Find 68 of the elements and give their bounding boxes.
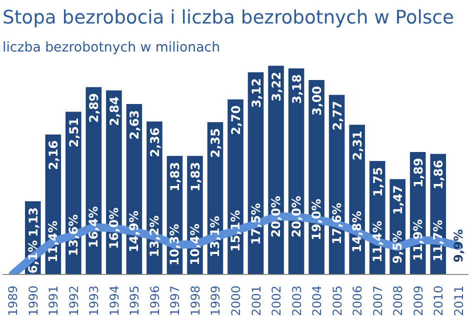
- x-tick-label: 1995: [128, 285, 142, 316]
- data-label: 17,5%: [248, 203, 263, 245]
- data-label: 14,8%: [350, 210, 364, 253]
- x-tick-label: 1994: [107, 285, 122, 316]
- data-label: 13,1%: [208, 216, 222, 258]
- x-tick-label: 1993: [87, 285, 102, 316]
- x-tick-label: 2009: [411, 285, 426, 316]
- data-label: 19,0%: [310, 198, 324, 240]
- data-label: 3,18: [290, 74, 304, 104]
- x-tick-label: 2005: [330, 285, 344, 316]
- data-label: 3,12: [249, 78, 264, 108]
- x-tick-label: 1996: [148, 285, 162, 316]
- data-label: 1,83: [188, 162, 202, 192]
- data-label: 20,0%: [289, 196, 304, 238]
- data-label: 13,6%: [66, 214, 80, 256]
- data-label: 16,4%: [86, 206, 101, 248]
- data-label: 17,6%: [330, 202, 344, 244]
- x-tick-label: 2004: [310, 285, 324, 316]
- x-tick-label: 1998: [188, 285, 202, 316]
- data-label: 2,89: [87, 93, 102, 123]
- chart-title: Stopa bezrobocia i liczba bezrobotnych w Polsce: [2, 8, 454, 28]
- data-label: 11,7%: [431, 220, 446, 262]
- x-tick-label: 1992: [66, 285, 81, 316]
- data-label: 2,16: [46, 140, 61, 170]
- data-label: 11,4%: [46, 220, 60, 262]
- data-label: 3,22: [270, 72, 284, 102]
- x-tick-label: 2010: [432, 285, 446, 316]
- data-label: 6,1%: [26, 240, 40, 274]
- data-label: 1,47: [391, 185, 406, 215]
- data-label: 2,31: [350, 130, 365, 160]
- data-label: 3,00: [310, 86, 324, 116]
- x-tick-label: 1990: [26, 285, 40, 316]
- data-label: 11,4%: [370, 220, 384, 262]
- data-label: 10,3%: [168, 224, 182, 266]
- x-tick-label: 1999: [208, 285, 223, 316]
- x-tick-label: 2007: [370, 285, 385, 316]
- data-label: 11,9%: [410, 219, 425, 261]
- x-tick-label: 2008: [391, 285, 406, 316]
- data-label: 1,13: [26, 207, 40, 237]
- data-label: 2,63: [128, 110, 142, 140]
- x-tick-label: 2003: [290, 285, 304, 316]
- x-tick-label: 2011: [452, 285, 466, 316]
- data-label: 1,83: [168, 162, 182, 192]
- data-label: 15,1%: [228, 210, 242, 252]
- data-label: 1,86: [432, 160, 446, 190]
- data-label: 2,36: [148, 127, 162, 158]
- x-tick-label: 2001: [249, 285, 264, 316]
- chart-subtitle: liczba bezrobotnych w milionach: [2, 40, 220, 56]
- data-label: 16,0%: [106, 207, 121, 250]
- data-label: 10,4%: [188, 224, 202, 266]
- data-label: 14,9%: [127, 210, 142, 252]
- data-label: 9,9%: [451, 229, 466, 263]
- data-label: 13,2%: [147, 216, 162, 258]
- x-tick-label: 1997: [168, 285, 182, 316]
- x-tick-label: 1991: [46, 285, 61, 316]
- x-tick-label: 2002: [270, 285, 284, 316]
- data-label: 2,35: [208, 128, 223, 158]
- data-label: 1,75: [370, 167, 385, 197]
- x-tick-label: 1989: [6, 285, 20, 316]
- x-tick-label: 2006: [350, 285, 365, 316]
- x-tick-label: 2000: [229, 285, 243, 316]
- data-label: 9,5%: [390, 230, 405, 264]
- data-label: 1,89: [411, 158, 426, 188]
- data-label: 2,77: [330, 100, 344, 131]
- data-label: 2,70: [229, 105, 243, 136]
- data-label: 2,84: [107, 96, 122, 126]
- data-label: 2,51: [66, 118, 81, 148]
- data-label: 20,0%: [269, 196, 284, 238]
